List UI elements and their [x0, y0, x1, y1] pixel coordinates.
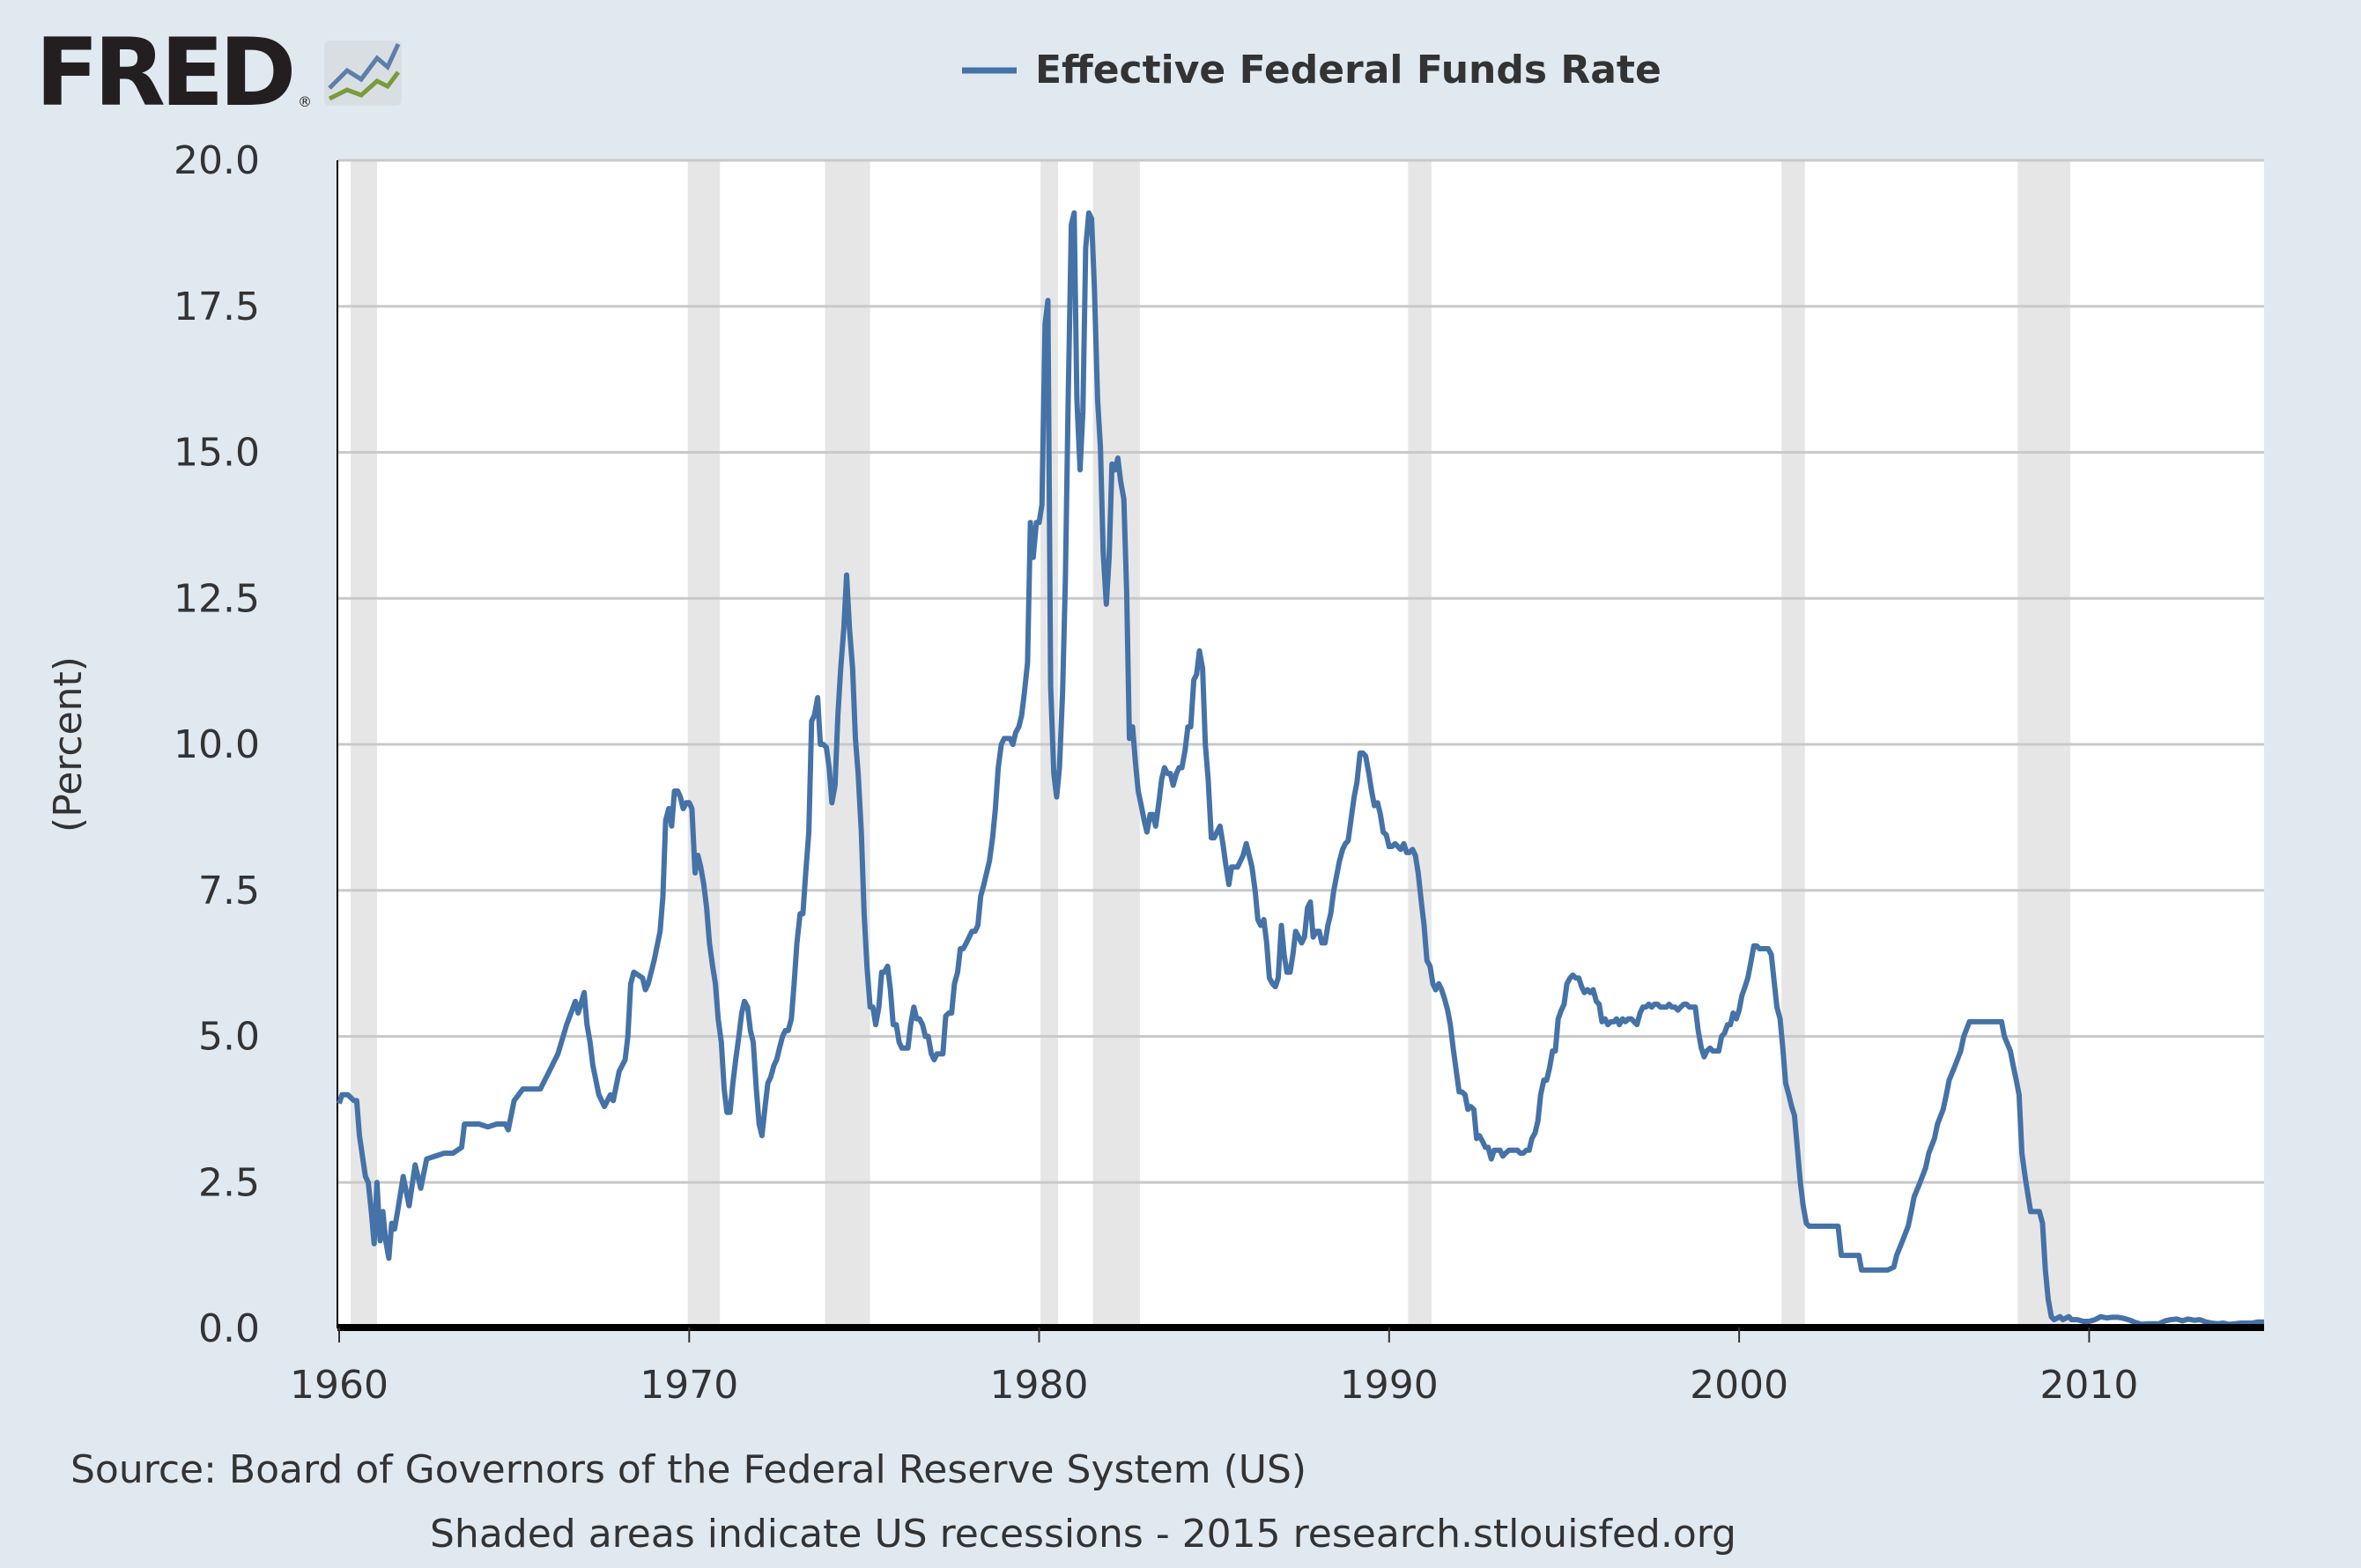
- y-tick-label: 12.5: [174, 576, 260, 621]
- y-axis-title: (Percent): [46, 656, 91, 832]
- x-tick-label: 1980: [990, 1363, 1089, 1408]
- fred-logo-graph-icon: [324, 41, 402, 106]
- y-tick-label: 7.5: [198, 869, 260, 913]
- x-tick-label: 1960: [290, 1363, 389, 1408]
- y-tick-label: 2.5: [198, 1160, 260, 1205]
- y-tick-label: 20.0: [174, 138, 260, 183]
- y-tick-label: 5.0: [198, 1015, 260, 1060]
- x-tick-label: 1970: [640, 1363, 738, 1408]
- fred-logo[interactable]: FRED ®: [35, 18, 402, 127]
- y-tick-label: 15.0: [174, 431, 260, 476]
- x-tick-label: 2000: [1690, 1363, 1788, 1408]
- x-axis-tick-labels: 1960 1970 1980 1990 2000 2010: [290, 1363, 2138, 1408]
- chart-legend[interactable]: Effective Federal Funds Rate: [962, 48, 1662, 92]
- x-axis-ticks: [338, 1328, 2091, 1342]
- source-note: Source: Board of Governors of the Federa…: [70, 1447, 1306, 1492]
- y-tick-label: 10.0: [174, 722, 260, 767]
- x-tick-label: 2010: [2039, 1363, 2138, 1408]
- y-gridlines: [337, 159, 2264, 1184]
- x-tick-label: 1990: [1340, 1363, 1439, 1408]
- y-axis-tick-labels: 0.0 2.5 5.0 7.5 10.0 12.5 15.0 17.5 20.0: [174, 138, 260, 1351]
- y-tick-label: 17.5: [174, 285, 260, 329]
- fred-logo-text: FRED: [35, 18, 292, 127]
- fred-logo-registered: ®: [298, 93, 312, 110]
- series-line-effective-federal-funds-rate[interactable]: [337, 210, 2264, 1328]
- legend-label: Effective Federal Funds Rate: [1035, 48, 1662, 92]
- y-tick-label: 0.0: [198, 1306, 260, 1351]
- recession-note: Shaded areas indicate US recessions - 20…: [430, 1512, 1736, 1557]
